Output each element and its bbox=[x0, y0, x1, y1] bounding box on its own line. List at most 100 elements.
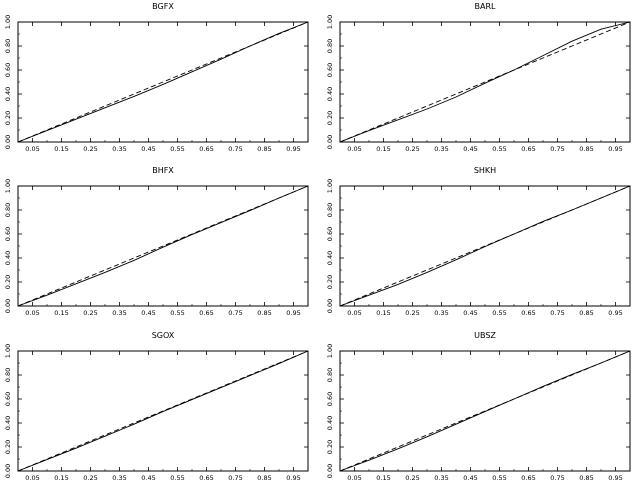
series-line-solid bbox=[17, 350, 309, 472]
y-tick-label: 0.40 bbox=[326, 251, 334, 265]
x-tick-label: 0.55 bbox=[492, 309, 506, 317]
chart-title: UBSZ bbox=[474, 331, 496, 340]
y-tick-label: 0.60 bbox=[4, 227, 12, 241]
y-tick-label: 0.00 bbox=[4, 299, 12, 313]
x-tick-label: 0.35 bbox=[434, 309, 448, 317]
series-line-solid bbox=[17, 21, 309, 143]
y-tick-label: 0.00 bbox=[326, 464, 334, 478]
x-tick-label: 0.75 bbox=[228, 309, 242, 317]
y-tick-label: 0.60 bbox=[326, 227, 334, 241]
y-tick-label: 0.00 bbox=[4, 135, 12, 149]
x-tick-label: 0.05 bbox=[25, 145, 39, 153]
y-tick-label: 0.40 bbox=[4, 87, 12, 101]
x-tick-label: 0.65 bbox=[521, 145, 535, 153]
y-tick-label: 1.00 bbox=[4, 344, 12, 358]
y-tick-label: 0.80 bbox=[4, 203, 12, 217]
series-line-dashed bbox=[17, 21, 309, 143]
y-tick-label: 0.80 bbox=[326, 39, 334, 53]
x-tick-label: 0.75 bbox=[550, 145, 564, 153]
x-tick-label: 0.85 bbox=[579, 145, 593, 153]
x-tick-label: 0.95 bbox=[286, 474, 300, 482]
y-tick-label: 1.00 bbox=[4, 15, 12, 29]
series-line-dashed bbox=[339, 350, 631, 472]
x-tick-label: 0.85 bbox=[257, 145, 271, 153]
x-tick-label: 0.35 bbox=[112, 145, 126, 153]
x-tick-label: 0.75 bbox=[550, 474, 564, 482]
x-tick-label: 0.25 bbox=[405, 309, 419, 317]
series-line-dashed bbox=[339, 21, 631, 143]
x-tick-label: 0.15 bbox=[376, 474, 390, 482]
x-tick-label: 0.45 bbox=[141, 309, 155, 317]
x-tick-label: 0.95 bbox=[286, 145, 300, 153]
chart-title: BARL bbox=[475, 2, 497, 11]
series-line-dashed bbox=[17, 185, 309, 307]
x-tick-label: 0.15 bbox=[54, 309, 68, 317]
x-tick-label: 0.45 bbox=[463, 145, 477, 153]
y-tick-label: 0.20 bbox=[326, 111, 334, 125]
x-tick-label: 0.15 bbox=[54, 145, 68, 153]
x-tick-label: 0.85 bbox=[257, 309, 271, 317]
x-tick-label: 0.75 bbox=[550, 309, 564, 317]
x-tick-label: 0.65 bbox=[199, 145, 213, 153]
x-tick-label: 0.95 bbox=[608, 474, 622, 482]
x-tick-label: 0.25 bbox=[83, 145, 97, 153]
x-tick-label: 0.45 bbox=[141, 474, 155, 482]
x-tick-label: 0.85 bbox=[257, 474, 271, 482]
y-tick-label: 0.20 bbox=[4, 111, 12, 125]
y-tick-label: 0.00 bbox=[326, 299, 334, 313]
x-tick-label: 0.65 bbox=[521, 474, 535, 482]
chart-panel: UBSZ 0.05 0.15 0.25 0.35 0.45 0.55 0.65 0.75 0.85… bbox=[326, 331, 631, 482]
chart-panel: SGOX 0.05 0.15 0.25 0.35 0.45 0.55 0.65 0.75 0.85… bbox=[4, 331, 309, 482]
y-tick-label: 0.40 bbox=[326, 87, 334, 101]
y-tick-label: 0.20 bbox=[4, 275, 12, 289]
x-tick-label: 0.05 bbox=[25, 474, 39, 482]
y-tick-label: 0.20 bbox=[326, 275, 334, 289]
chart-panel: BHFX 0.05 0.15 0.25 0.35 0.45 0.55 0.65 0.75 0.85… bbox=[4, 166, 309, 317]
y-tick-label: 0.80 bbox=[4, 39, 12, 53]
series-line-dashed bbox=[339, 185, 631, 307]
x-tick-label: 0.85 bbox=[579, 474, 593, 482]
x-tick-label: 0.65 bbox=[199, 309, 213, 317]
chart-panel: SHKH 0.05 0.15 0.25 0.35 0.45 0.55 0.65 0.75 0.85… bbox=[326, 166, 631, 317]
series-line-solid bbox=[17, 185, 309, 307]
x-tick-label: 0.25 bbox=[405, 145, 419, 153]
chart-title: BGFX bbox=[152, 2, 174, 11]
x-tick-label: 0.05 bbox=[347, 309, 361, 317]
y-tick-label: 0.80 bbox=[4, 368, 12, 382]
x-tick-label: 0.25 bbox=[405, 474, 419, 482]
x-tick-label: 0.15 bbox=[376, 309, 390, 317]
x-tick-label: 0.75 bbox=[228, 474, 242, 482]
chart-title: SGOX bbox=[152, 331, 175, 340]
y-tick-label: 0.40 bbox=[326, 416, 334, 430]
y-tick-label: 1.00 bbox=[326, 179, 334, 193]
y-tick-label: 0.80 bbox=[326, 368, 334, 382]
series-line-solid bbox=[339, 21, 631, 143]
chart-panel: BGFX 0.05 0.15 0.25 0.35 0.45 0.55 0.65 0.75 0.85… bbox=[4, 2, 309, 153]
x-tick-label: 0.35 bbox=[434, 145, 448, 153]
x-tick-label: 0.65 bbox=[199, 474, 213, 482]
y-tick-label: 1.00 bbox=[326, 344, 334, 358]
y-tick-label: 0.60 bbox=[326, 392, 334, 406]
x-tick-label: 0.55 bbox=[170, 309, 184, 317]
series-line-dashed bbox=[17, 350, 309, 472]
x-tick-label: 0.05 bbox=[347, 145, 361, 153]
x-tick-label: 0.05 bbox=[347, 474, 361, 482]
y-tick-label: 0.40 bbox=[4, 416, 12, 430]
chart-panel: BARL 0.05 0.15 0.25 0.35 0.45 0.55 0.65 0.75 0.85… bbox=[326, 2, 631, 153]
x-tick-label: 0.25 bbox=[83, 474, 97, 482]
x-tick-label: 0.15 bbox=[54, 474, 68, 482]
x-tick-label: 0.55 bbox=[170, 145, 184, 153]
y-tick-label: 0.40 bbox=[4, 251, 12, 265]
x-tick-label: 0.55 bbox=[492, 145, 506, 153]
x-tick-label: 0.95 bbox=[286, 309, 300, 317]
y-tick-label: 0.20 bbox=[4, 440, 12, 454]
y-tick-label: 0.60 bbox=[326, 63, 334, 77]
series-line-solid bbox=[339, 350, 631, 472]
y-tick-label: 1.00 bbox=[4, 179, 12, 193]
x-tick-label: 0.45 bbox=[463, 309, 477, 317]
x-tick-label: 0.35 bbox=[112, 474, 126, 482]
x-tick-label: 0.95 bbox=[608, 309, 622, 317]
chart-title: SHKH bbox=[474, 166, 496, 175]
x-tick-label: 0.15 bbox=[376, 145, 390, 153]
